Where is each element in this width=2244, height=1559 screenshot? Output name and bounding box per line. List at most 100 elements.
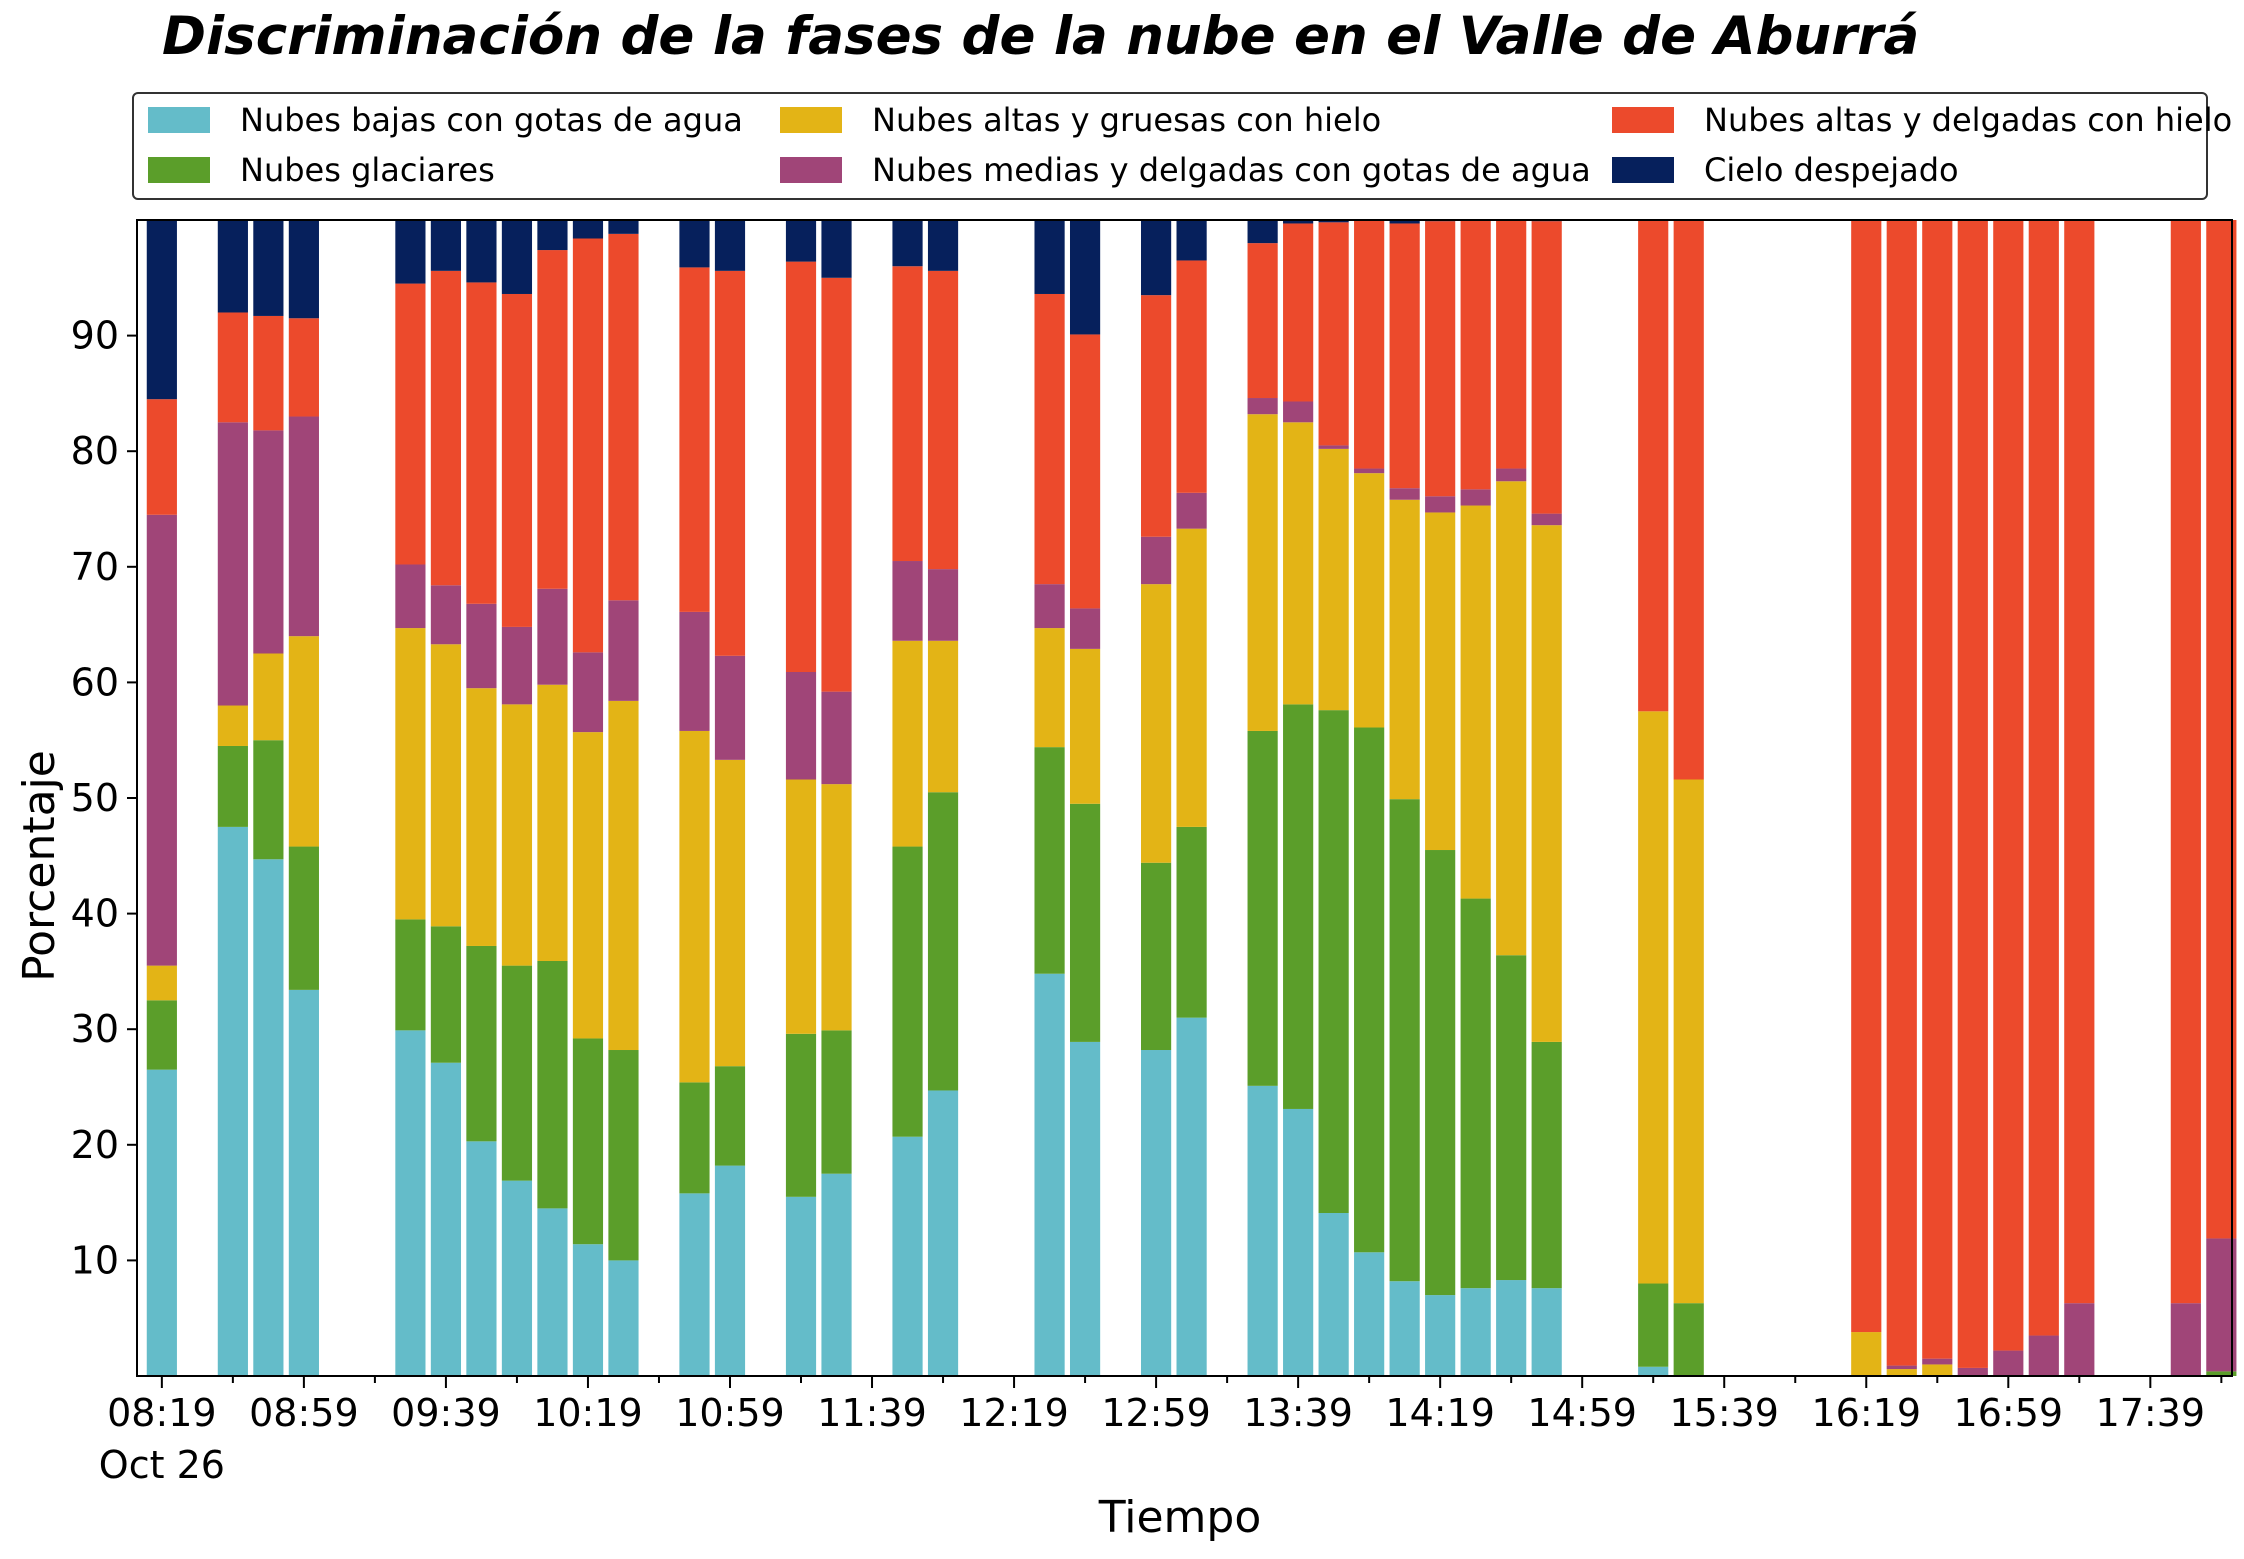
- bar-stack-1349: [1318, 220, 1349, 1376]
- legend-label-nubes-glaciares: Nubes glaciares: [240, 151, 495, 189]
- bar-segment-1009-s4: [537, 250, 568, 589]
- bar-segment-0949-s4: [466, 282, 497, 604]
- bar-stack-1519: [1638, 220, 1669, 1376]
- bar-segment-1339-s5: [1283, 220, 1314, 224]
- bar-segment-0849-s5: [253, 220, 284, 316]
- bar-stack-0939: [430, 220, 462, 1376]
- bar-segment-1659-s4: [1993, 220, 2024, 1351]
- bar-segment-1229-s4: [1034, 293, 1065, 585]
- bar-segment-0819-s4: [146, 399, 177, 515]
- bar-segment-1519-s0: [1638, 1366, 1669, 1376]
- x-axis-label: Tiempo: [1098, 1492, 1262, 1543]
- bar-segment-0959-s2: [501, 704, 533, 966]
- bar-segment-1439-s3: [1496, 468, 1527, 482]
- legend: Nubes bajas con gotas de agua Nubes glac…: [132, 92, 2232, 200]
- bar-segment-1529-s4: [1673, 220, 1704, 780]
- bar-stack-1029: [608, 220, 639, 1376]
- bar-stack-1359: [1354, 220, 1385, 1376]
- bar-segment-1429-s4: [1460, 220, 1491, 490]
- legend-swatch-nubes-altas-delgadas: [1612, 107, 1674, 133]
- bar-segment-1259-s5: [1141, 220, 1172, 296]
- x-tick-label: 16:59: [1954, 1391, 2064, 1435]
- x-tick-label: 14:19: [1385, 1391, 1495, 1435]
- bar-segment-1709-s3: [2028, 1335, 2059, 1376]
- bar-segment-0839-s3: [217, 422, 248, 706]
- bar-segment-0819-s3: [146, 514, 177, 966]
- bar-stack-0949: [466, 220, 497, 1376]
- bar-segment-1229-s0: [1034, 973, 1065, 1376]
- bar-segment-1019-s0: [572, 1244, 604, 1376]
- bar-segment-1119-s3: [785, 672, 817, 780]
- bar-segment-1119-s4: [785, 261, 817, 672]
- bar-segment-1409-s5: [1389, 220, 1420, 224]
- bar-segment-1259-s3: [1141, 536, 1172, 585]
- y-tick-label: 50: [71, 776, 119, 820]
- bar-segment-1309-s1: [1176, 826, 1207, 1018]
- bar-segment-1149-s3: [892, 561, 923, 641]
- bar-segment-0839-s1: [217, 745, 248, 827]
- bar-segment-0959-s0: [501, 1180, 533, 1376]
- bar-segment-1629-s3: [1886, 1365, 1917, 1370]
- bar-segment-1019-s2: [572, 732, 604, 1039]
- axes-layer: 10 20 30 40 50 60 70 80 90 08:19 Oct 26 08:59 09:39 1…: [71, 219, 2233, 1487]
- bar-segment-1639-s3: [1922, 1358, 1953, 1365]
- bar-segment-1419-s3: [1425, 496, 1456, 513]
- bar-segment-1259-s2: [1141, 584, 1172, 863]
- bar-segment-1349-s2: [1318, 448, 1349, 711]
- legend-item-nubes-altas-gruesas: Nubes altas y gruesas con hielo: [780, 100, 1381, 140]
- bar-segment-1359-s4: [1354, 220, 1385, 469]
- bar-segment-0849-s4: [253, 315, 284, 431]
- y-tick-label: 90: [71, 314, 119, 358]
- bar-segment-1309-s3: [1176, 492, 1207, 529]
- bar-stack-1309: [1176, 220, 1207, 1376]
- bar-stack-1649: [1957, 220, 1988, 1376]
- bar-segment-0839-s2: [217, 705, 248, 746]
- bar-segment-1229-s3: [1034, 584, 1065, 629]
- bar-segment-1449-s4: [1531, 221, 1562, 514]
- legend-label-nubes-altas-delgadas: Nubes altas y delgadas con hielo: [1704, 101, 2233, 139]
- x-tick-label: 17:39: [2096, 1391, 2206, 1435]
- legend-swatch-nubes-medias: [780, 157, 842, 183]
- y-tick-label: 30: [71, 1007, 119, 1051]
- bar-segment-0939-s5: [430, 220, 462, 271]
- bar-segment-1409-s1: [1389, 799, 1420, 1282]
- bar-segment-0819-s1: [146, 1000, 177, 1070]
- bar-segment-1159-s1: [927, 792, 959, 1091]
- bar-segment-1639-s2: [1922, 1364, 1953, 1376]
- bar-segment-0849-s2: [253, 653, 284, 741]
- bar-segment-1359-s1: [1354, 727, 1385, 1253]
- bar-segment-1129-s1: [821, 1030, 852, 1174]
- legend-label-nubes-bajas: Nubes bajas con gotas de agua: [240, 101, 743, 139]
- bar-segment-1159-s3: [927, 569, 959, 641]
- bar-segment-1049-s5: [679, 220, 710, 268]
- bar-segment-0949-s2: [466, 688, 497, 946]
- bar-segment-1429-s3: [1460, 489, 1491, 506]
- x-tick-label: 14:59: [1527, 1391, 1637, 1435]
- legend-label-cielo-despejado: Cielo despejado: [1704, 151, 1959, 189]
- bar-segment-1749-s4: [2170, 220, 2201, 1304]
- legend-swatch-nubes-glaciares: [148, 157, 210, 183]
- bar-stack-1409: [1389, 220, 1420, 1376]
- legend-item-nubes-altas-delgadas: Nubes altas y delgadas con hielo: [1612, 100, 2232, 140]
- bar-stack-1449: [1531, 220, 1562, 1376]
- bar-stack-0859: [288, 220, 319, 1376]
- bar-segment-1339-s3: [1283, 401, 1314, 423]
- bar-stack-1009: [537, 220, 568, 1376]
- bar-segment-1229-s1: [1034, 747, 1065, 974]
- bar-stack-1049: [679, 220, 710, 1376]
- bar-stack-1529: [1673, 220, 1704, 1376]
- bar-segment-1029-s0: [608, 1260, 639, 1376]
- bar-segment-1519-s1: [1638, 1283, 1669, 1367]
- bar-segment-1629-s2: [1886, 1369, 1917, 1376]
- bar-segment-1239-s3: [1069, 608, 1101, 649]
- bar-segment-1239-s2: [1069, 648, 1101, 804]
- bar-segment-1309-s0: [1176, 1017, 1207, 1376]
- bar-segment-1229-s5: [1034, 220, 1065, 294]
- bar-segment-1339-s0: [1283, 1108, 1314, 1376]
- x-tick-label: 12:59: [1101, 1391, 1211, 1435]
- bar-segment-1029-s3: [608, 600, 639, 701]
- bar-segment-1309-s5: [1176, 220, 1207, 261]
- bar-segment-1239-s5: [1069, 220, 1101, 335]
- y-tick-label: 10: [71, 1238, 119, 1282]
